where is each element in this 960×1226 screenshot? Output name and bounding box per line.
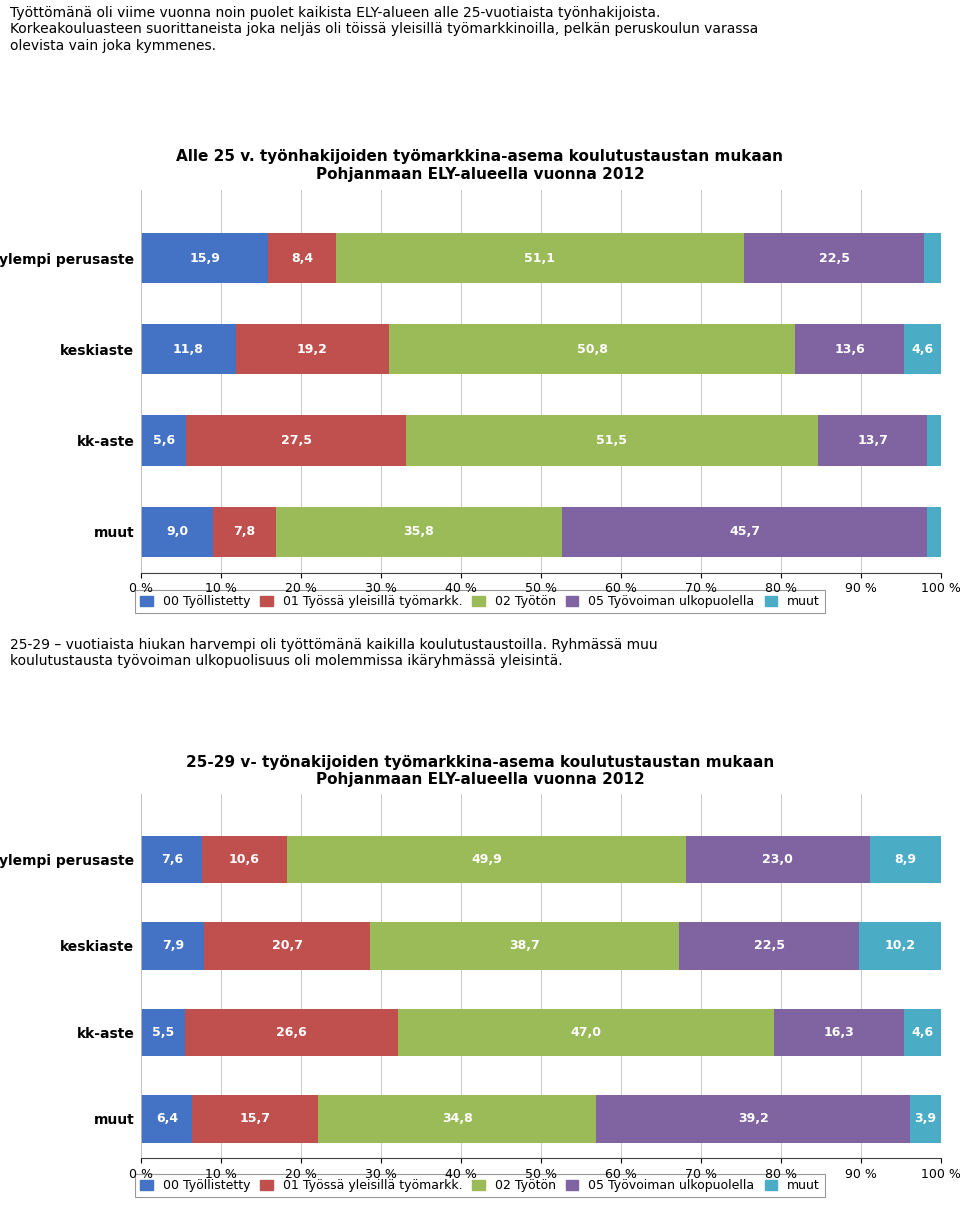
- Bar: [904, 1009, 941, 1056]
- Text: 6,4: 6,4: [156, 1112, 178, 1125]
- Text: 11,8: 11,8: [173, 343, 204, 356]
- Bar: [141, 1009, 185, 1056]
- Bar: [910, 1095, 941, 1143]
- Bar: [235, 325, 389, 374]
- Text: 7,8: 7,8: [233, 525, 255, 538]
- Bar: [904, 325, 941, 374]
- Bar: [796, 325, 904, 374]
- Text: 19,2: 19,2: [297, 343, 328, 356]
- Text: 7,9: 7,9: [162, 939, 184, 953]
- Text: 34,8: 34,8: [442, 1112, 472, 1125]
- Bar: [276, 506, 562, 557]
- Text: 51,1: 51,1: [524, 251, 556, 265]
- Bar: [203, 836, 287, 883]
- Text: 5,6: 5,6: [153, 434, 175, 447]
- Text: 15,7: 15,7: [240, 1112, 271, 1125]
- Bar: [818, 416, 927, 466]
- Bar: [141, 1095, 193, 1143]
- Text: 10,2: 10,2: [885, 939, 916, 953]
- Text: 20,7: 20,7: [272, 939, 302, 953]
- Bar: [318, 1095, 596, 1143]
- Text: 9,0: 9,0: [166, 525, 188, 538]
- Bar: [204, 922, 370, 970]
- Text: 45,7: 45,7: [730, 525, 760, 538]
- Bar: [859, 922, 941, 970]
- Bar: [141, 416, 186, 466]
- Text: Työttömänä oli viime vuonna noin puolet kaikista ELY-alueen alle 25-vuotiaista t: Työttömänä oli viime vuonna noin puolet …: [10, 6, 757, 53]
- Bar: [389, 325, 796, 374]
- Bar: [370, 922, 680, 970]
- Bar: [398, 1009, 774, 1056]
- Legend: 00 Työllistetty, 01 Työssä yleisillä työmarkk., 02 Työtön, 05 Työvoiman ulkopuol: 00 Työllistetty, 01 Työssä yleisillä työ…: [135, 1175, 825, 1198]
- Text: 23,0: 23,0: [762, 853, 793, 866]
- Text: 25-29 – vuotiaista hiukan harvempi oli työttömänä kaikilla koulutustaustoilla. R: 25-29 – vuotiaista hiukan harvempi oli t…: [10, 638, 658, 668]
- Text: 39,2: 39,2: [737, 1112, 768, 1125]
- Bar: [685, 836, 870, 883]
- Text: 26,6: 26,6: [276, 1026, 307, 1038]
- Text: 16,3: 16,3: [824, 1026, 854, 1038]
- Bar: [141, 836, 203, 883]
- Text: 50,8: 50,8: [577, 343, 608, 356]
- Text: 8,4: 8,4: [291, 251, 313, 265]
- Bar: [193, 1095, 318, 1143]
- Bar: [213, 506, 276, 557]
- Bar: [141, 922, 204, 970]
- Bar: [287, 836, 685, 883]
- Text: 15,9: 15,9: [189, 251, 221, 265]
- Text: 22,5: 22,5: [754, 939, 785, 953]
- Text: 25-29 v- työnakijoiden työmarkkina-asema koulutustaustan mukaan
Pohjanmaan ELY-a: 25-29 v- työnakijoiden työmarkkina-asema…: [186, 755, 774, 787]
- Text: 13,6: 13,6: [834, 343, 865, 356]
- Bar: [186, 416, 406, 466]
- Bar: [680, 922, 859, 970]
- Text: 13,7: 13,7: [857, 434, 888, 447]
- Bar: [406, 416, 818, 466]
- Bar: [870, 836, 941, 883]
- Text: 10,6: 10,6: [229, 853, 260, 866]
- Bar: [927, 416, 941, 466]
- Text: 5,5: 5,5: [153, 1026, 175, 1038]
- Bar: [744, 233, 924, 283]
- Legend: 00 Työllistetty, 01 Työssä yleisillä työmarkk., 02 Työtön, 05 Työvoiman ulkopuol: 00 Työllistetty, 01 Työssä yleisillä työ…: [135, 591, 825, 613]
- Bar: [336, 233, 744, 283]
- Text: 4,6: 4,6: [912, 1026, 934, 1038]
- Bar: [774, 1009, 904, 1056]
- Bar: [927, 506, 941, 557]
- Bar: [924, 233, 941, 283]
- Bar: [562, 506, 927, 557]
- Bar: [141, 233, 269, 283]
- Text: 49,9: 49,9: [471, 853, 502, 866]
- Text: 7,6: 7,6: [160, 853, 182, 866]
- Text: 22,5: 22,5: [819, 251, 850, 265]
- Text: 47,0: 47,0: [570, 1026, 601, 1038]
- Bar: [141, 325, 235, 374]
- Bar: [185, 1009, 398, 1056]
- Bar: [141, 506, 213, 557]
- Text: 51,5: 51,5: [596, 434, 628, 447]
- Text: 4,6: 4,6: [912, 343, 934, 356]
- Bar: [269, 233, 336, 283]
- Bar: [596, 1095, 910, 1143]
- Text: 35,8: 35,8: [403, 525, 434, 538]
- Text: 8,9: 8,9: [895, 853, 917, 866]
- Text: Alle 25 v. työnhakijoiden työmarkkina-asema koulutustaustan mukaan
Pohjanmaan EL: Alle 25 v. työnhakijoiden työmarkkina-as…: [177, 150, 783, 181]
- Text: 38,7: 38,7: [510, 939, 540, 953]
- Text: 27,5: 27,5: [280, 434, 312, 447]
- Text: 3,9: 3,9: [914, 1112, 936, 1125]
